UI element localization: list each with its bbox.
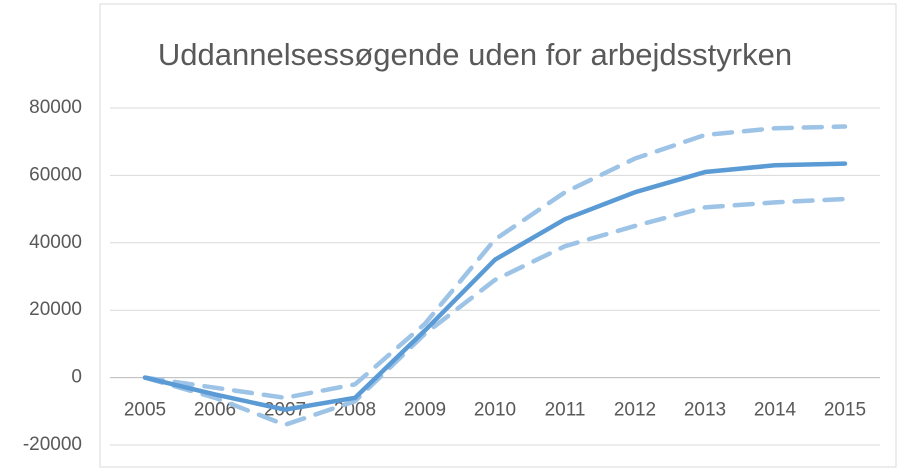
y-tick-label: 40000 [29, 232, 82, 253]
x-tick-label: 2013 [684, 400, 726, 421]
y-tick-label: 0 [71, 367, 82, 388]
x-tick-label: 2014 [754, 400, 797, 421]
x-tick-label: 2012 [614, 400, 656, 421]
x-tick-label: 2009 [404, 400, 446, 421]
dashed-line [142, 196, 848, 428]
y-tick-label: 60000 [29, 164, 82, 185]
y-tick-label: 20000 [29, 299, 82, 320]
dashed-line [142, 124, 848, 401]
x-tick-label: 2011 [545, 400, 586, 421]
chart-title: Uddannelsessøgende uden for arbejdsstyrk… [158, 37, 792, 72]
y-tick-label: 80000 [29, 97, 82, 118]
line [142, 161, 848, 412]
x-tick-label: 2006 [194, 400, 236, 421]
x-tick-label: 2005 [124, 400, 166, 421]
x-tick-label: 2010 [474, 400, 516, 421]
x-tick-label: 2015 [824, 400, 866, 421]
y-tick-label: -20000 [23, 434, 82, 455]
